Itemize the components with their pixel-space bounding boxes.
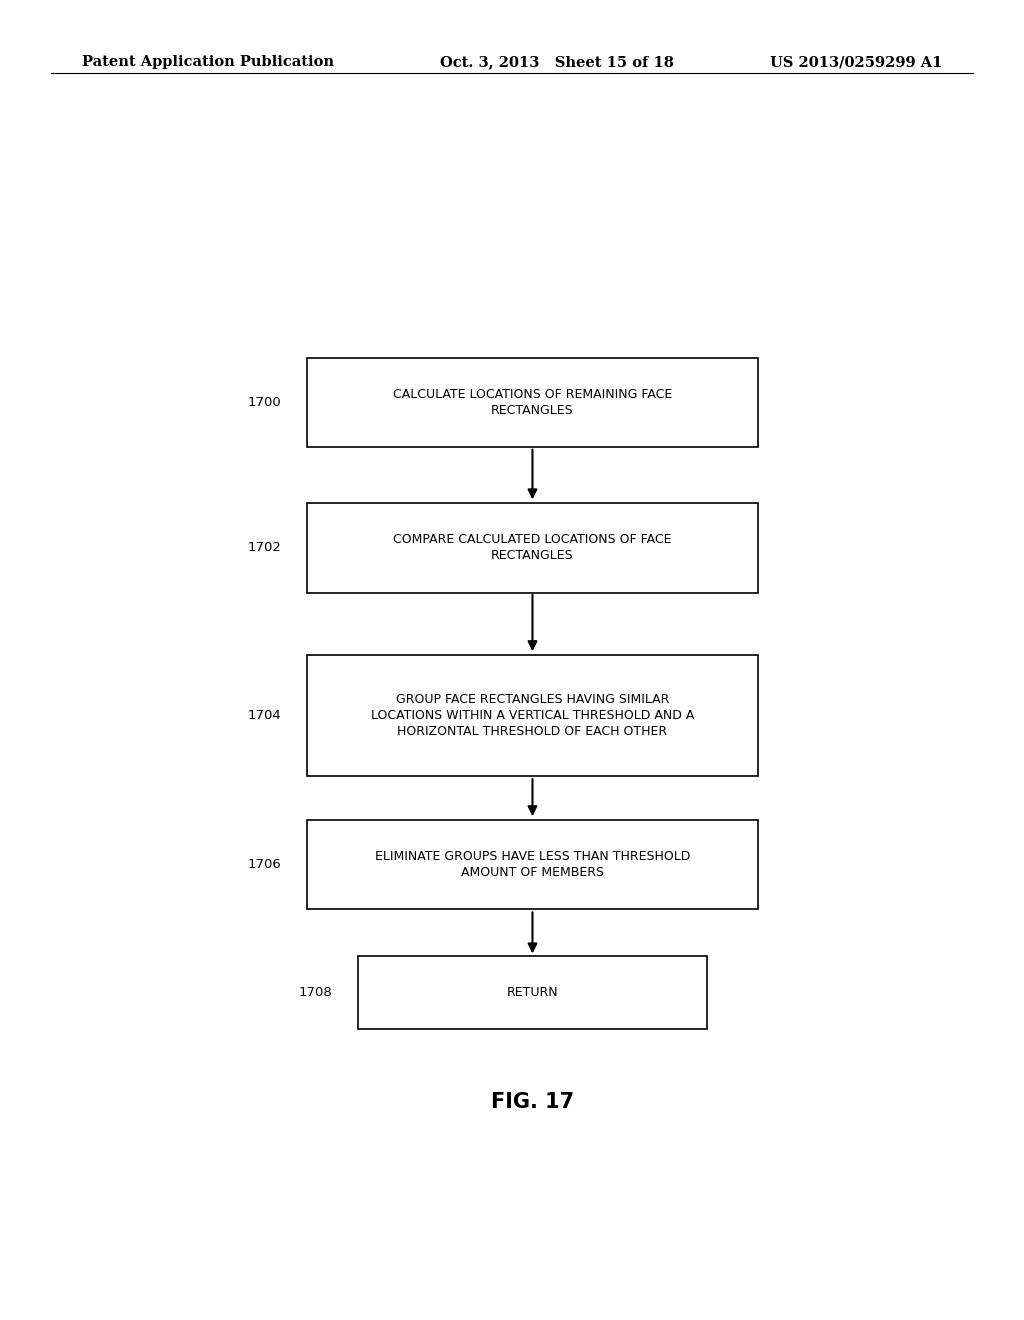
Text: US 2013/0259299 A1: US 2013/0259299 A1 <box>770 55 942 70</box>
FancyBboxPatch shape <box>307 820 758 909</box>
Text: 1702: 1702 <box>248 541 282 554</box>
FancyBboxPatch shape <box>307 503 758 593</box>
Text: COMPARE CALCULATED LOCATIONS OF FACE
RECTANGLES: COMPARE CALCULATED LOCATIONS OF FACE REC… <box>393 533 672 562</box>
Text: 1704: 1704 <box>248 709 282 722</box>
FancyBboxPatch shape <box>307 655 758 776</box>
Text: CALCULATE LOCATIONS OF REMAINING FACE
RECTANGLES: CALCULATE LOCATIONS OF REMAINING FACE RE… <box>393 388 672 417</box>
FancyBboxPatch shape <box>358 956 707 1030</box>
Text: FIG. 17: FIG. 17 <box>490 1092 574 1113</box>
FancyBboxPatch shape <box>307 358 758 447</box>
Text: RETURN: RETURN <box>507 986 558 999</box>
Text: ELIMINATE GROUPS HAVE LESS THAN THRESHOLD
AMOUNT OF MEMBERS: ELIMINATE GROUPS HAVE LESS THAN THRESHOL… <box>375 850 690 879</box>
Text: GROUP FACE RECTANGLES HAVING SIMILAR
LOCATIONS WITHIN A VERTICAL THRESHOLD AND A: GROUP FACE RECTANGLES HAVING SIMILAR LOC… <box>371 693 694 738</box>
Text: Oct. 3, 2013   Sheet 15 of 18: Oct. 3, 2013 Sheet 15 of 18 <box>440 55 674 70</box>
Text: 1706: 1706 <box>248 858 282 871</box>
Text: 1700: 1700 <box>248 396 282 409</box>
Text: 1708: 1708 <box>299 986 333 999</box>
Text: Patent Application Publication: Patent Application Publication <box>82 55 334 70</box>
